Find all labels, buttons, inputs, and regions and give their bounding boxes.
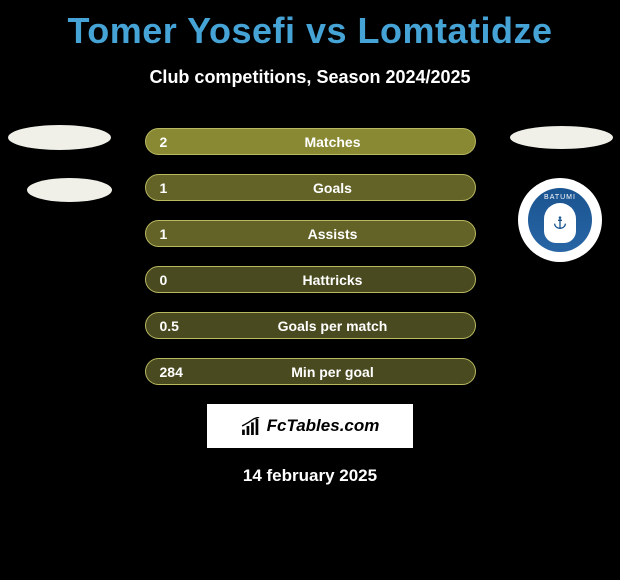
stats-container: 2 Matches 1 Goals 1 Assists 0 Hattricks … [0,128,620,385]
brand-box[interactable]: FcTables.com [207,404,413,448]
stat-row-hattricks: 0 Hattricks [0,266,620,293]
stat-row-gpm: 0.5 Goals per match [0,312,620,339]
stat-value-hattricks: 0 [160,272,168,288]
stat-value-assists: 1 [160,226,168,242]
stat-value-matches: 2 [160,134,168,150]
stat-value-mpg: 284 [160,364,183,380]
brand-text: FcTables.com [241,416,380,436]
stat-bar-gpm: 0.5 Goals per match [145,312,476,339]
stat-bar-matches: 2 Matches [145,128,476,155]
stat-bar-goals: 1 Goals [145,174,476,201]
stat-value-goals: 1 [160,180,168,196]
stat-bar-assists: 1 Assists [145,220,476,247]
season-subtitle: Club competitions, Season 2024/2025 [0,67,620,88]
stat-row-mpg: 284 Min per goal [0,358,620,385]
stat-row-goals: 1 Goals [0,174,620,201]
stat-label-goals: Goals [146,180,475,196]
date-text: 14 february 2025 [0,466,620,486]
stat-row-matches: 2 Matches [0,128,620,155]
stat-label-assists: Assists [146,226,475,242]
stat-bar-mpg: 284 Min per goal [145,358,476,385]
stat-label-matches: Matches [146,134,475,150]
stat-row-assists: 1 Assists [0,220,620,247]
chart-icon [241,417,263,435]
stat-label-gpm: Goals per match [146,318,475,334]
stat-bar-hattricks: 0 Hattricks [145,266,476,293]
brand-label: FcTables.com [267,416,380,436]
stat-label-hattricks: Hattricks [146,272,475,288]
comparison-title: Tomer Yosefi vs Lomtatidze [0,0,620,52]
stat-value-gpm: 0.5 [160,318,179,334]
stat-label-mpg: Min per goal [146,364,475,380]
